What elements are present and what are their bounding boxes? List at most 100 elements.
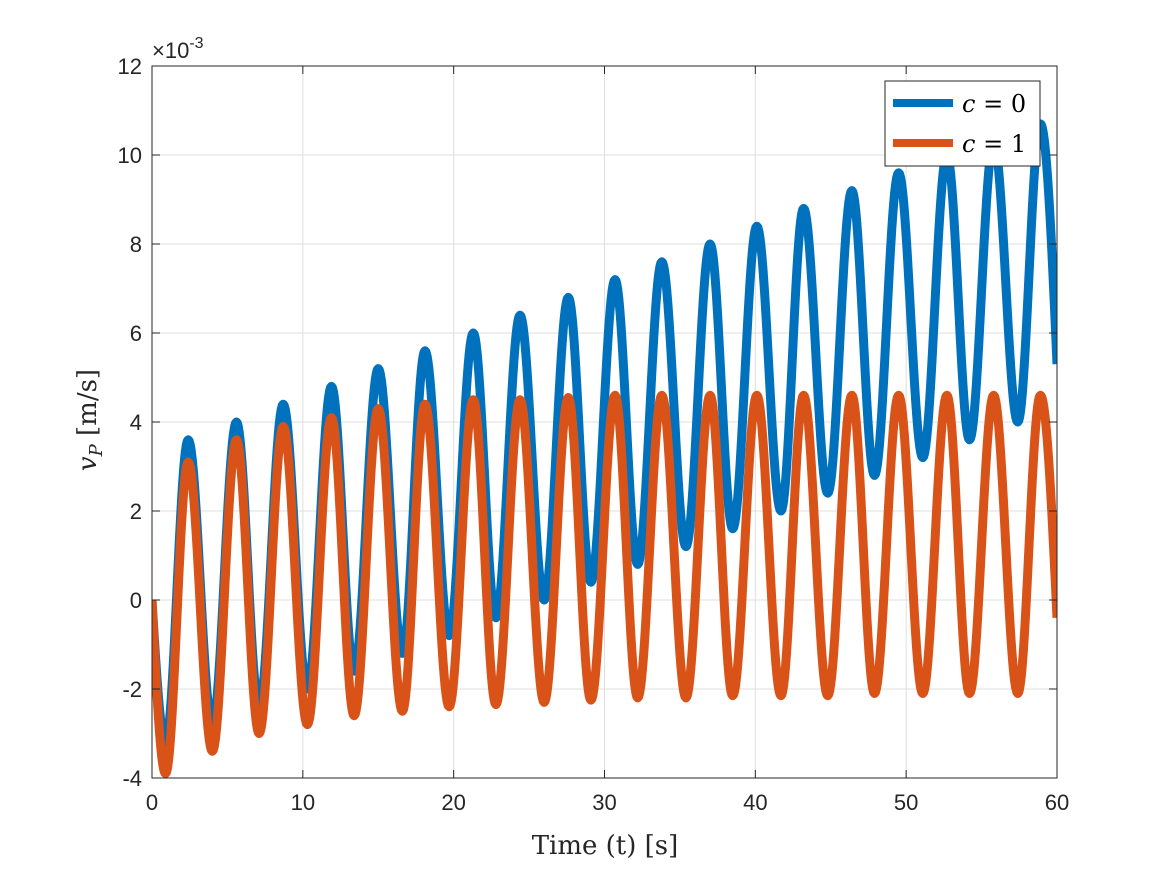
x-axis-label: Time (t) [s] bbox=[532, 831, 679, 861]
data-point-c1 bbox=[590, 699, 592, 701]
y-axis-label-unit: [m/s] bbox=[73, 369, 103, 444]
data-point-c0 bbox=[709, 243, 711, 245]
data-point-c1 bbox=[282, 425, 284, 427]
data-point-c1 bbox=[495, 704, 497, 706]
y-tick-label: 12 bbox=[118, 54, 142, 79]
y-exponent-value: -3 bbox=[189, 35, 203, 52]
legend-var-c0: c bbox=[962, 90, 975, 118]
y-exponent-label: ×10-3 bbox=[152, 35, 204, 63]
legend-box bbox=[884, 80, 1041, 167]
data-point-c1 bbox=[685, 697, 687, 699]
data-point-c1 bbox=[873, 692, 875, 694]
data-point-c0 bbox=[330, 385, 332, 387]
data-point-c1 bbox=[211, 750, 213, 752]
data-point-c1 bbox=[922, 692, 924, 694]
data-point-c1 bbox=[803, 394, 805, 396]
data-point-c1 bbox=[472, 399, 474, 401]
data-point-c0 bbox=[235, 421, 237, 423]
x-tick-label: 0 bbox=[146, 790, 158, 815]
data-point-c0 bbox=[685, 546, 687, 548]
data-point-c1 bbox=[353, 715, 355, 717]
data-point-c0 bbox=[495, 617, 497, 619]
data-point-c0 bbox=[732, 528, 734, 530]
y-tick-label: 10 bbox=[118, 143, 142, 168]
data-point-c0 bbox=[353, 670, 355, 672]
y-axis-label-var: v bbox=[73, 456, 103, 471]
data-point-c0 bbox=[567, 296, 569, 298]
y-tick-label: 6 bbox=[130, 321, 142, 346]
data-point-c1 bbox=[519, 399, 521, 401]
data-point-c0 bbox=[543, 599, 545, 601]
data-point-c1 bbox=[1039, 394, 1041, 396]
data-point-c0 bbox=[922, 457, 924, 459]
data-point-c1 bbox=[543, 701, 545, 703]
x-axis-ticks: 0 10 20 30 40 50 60 bbox=[146, 66, 1069, 815]
x-tick-label: 30 bbox=[592, 790, 616, 815]
data-point-c1 bbox=[709, 394, 711, 396]
data-point-c1 bbox=[827, 695, 829, 697]
data-point-c1 bbox=[946, 394, 948, 396]
y-tick-label: 0 bbox=[130, 588, 142, 613]
x-tick-label: 50 bbox=[894, 790, 918, 815]
data-point-c1 bbox=[401, 710, 403, 712]
data-point-c0 bbox=[1017, 421, 1019, 423]
data-point-c0 bbox=[590, 581, 592, 583]
series-layer bbox=[152, 119, 1057, 778]
data-point-c1 bbox=[258, 733, 260, 734]
data-point-c1 bbox=[377, 408, 379, 410]
data-point-c0 bbox=[448, 635, 450, 637]
data-point-c0 bbox=[661, 261, 663, 263]
y-axis-label: vP [m/s] bbox=[73, 369, 107, 471]
data-point-c1 bbox=[614, 394, 616, 396]
legend-val-c1: 1 bbox=[1011, 130, 1026, 158]
data-point-c0 bbox=[873, 474, 875, 476]
y-exponent-prefix: ×10 bbox=[152, 38, 189, 63]
x-tick-label: 20 bbox=[441, 790, 465, 815]
data-point-c0 bbox=[401, 652, 403, 654]
data-point-c1 bbox=[165, 773, 167, 775]
data-point-c0 bbox=[898, 172, 900, 174]
x-tick-label: 40 bbox=[743, 790, 767, 815]
data-point-c1 bbox=[780, 695, 782, 697]
data-point-c1 bbox=[187, 461, 189, 463]
x-tick-label: 60 bbox=[1045, 790, 1069, 815]
y-tick-label: -2 bbox=[122, 677, 142, 702]
data-point-c1 bbox=[969, 692, 971, 694]
data-point-c0 bbox=[472, 332, 474, 334]
data-point-c1 bbox=[637, 697, 639, 699]
data-point-c0 bbox=[827, 492, 829, 494]
y-axis-label-sub: P bbox=[86, 443, 107, 457]
data-point-c0 bbox=[756, 225, 758, 227]
data-point-c1 bbox=[732, 695, 734, 697]
series-line-c1 bbox=[152, 390, 1057, 778]
data-point-c0 bbox=[377, 368, 379, 370]
data-point-c1 bbox=[306, 724, 308, 726]
data-point-c0 bbox=[851, 190, 853, 192]
data-point-c1 bbox=[330, 417, 332, 419]
data-point-c1 bbox=[235, 439, 237, 441]
data-point-c1 bbox=[993, 394, 995, 396]
data-point-c0 bbox=[637, 563, 639, 565]
data-point-c1 bbox=[567, 397, 569, 399]
legend-label-c0: c = 0 bbox=[962, 90, 1026, 118]
data-point-c1 bbox=[661, 394, 663, 396]
legend-label-c1: c = 1 bbox=[962, 130, 1026, 158]
y-tick-label: -4 bbox=[122, 766, 142, 791]
data-point-c0 bbox=[519, 314, 521, 316]
data-point-c1 bbox=[851, 394, 853, 396]
legend-val-c0: 0 bbox=[1011, 90, 1026, 118]
legend-var-c1: c bbox=[962, 130, 975, 158]
data-point-c0 bbox=[282, 403, 284, 405]
y-tick-label: 8 bbox=[130, 232, 142, 257]
data-point-c1 bbox=[424, 403, 426, 405]
y-tick-label: 4 bbox=[130, 410, 142, 435]
x-tick-label: 10 bbox=[291, 790, 315, 815]
data-point-c0 bbox=[780, 510, 782, 512]
legend: c = 0 c = 1 bbox=[884, 80, 1041, 167]
data-point-c1 bbox=[756, 394, 758, 396]
data-point-c0 bbox=[187, 439, 189, 441]
data-point-c1 bbox=[1017, 692, 1019, 694]
data-point-c0 bbox=[969, 439, 971, 441]
